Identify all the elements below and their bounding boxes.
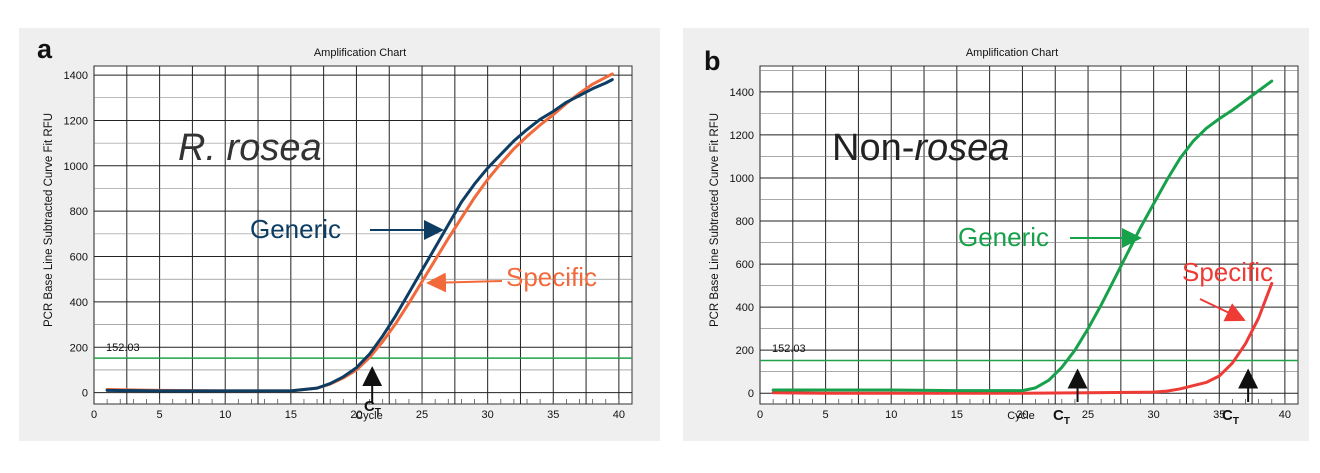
panel-b-specific-arrow <box>1199 298 1246 322</box>
y-tick-label: 1200 <box>730 130 754 142</box>
x-tick-label: 15 <box>951 409 963 421</box>
x-tick-label: 20 <box>1016 409 1028 421</box>
panel-b-ct-main-1: C <box>1053 407 1064 424</box>
y-tick-label: 1000 <box>730 173 754 185</box>
y-tick-label: 400 <box>736 302 754 314</box>
series-line-generic <box>771 79 1274 393</box>
x-tick-label: 0 <box>91 409 97 421</box>
panel-a-tick-labels: 0 5 10 15 20 25 30 35 40020040060080010001200140… <box>64 70 625 421</box>
x-tick-label: 25 <box>1082 409 1094 421</box>
panel-b-ct-label-1: CT <box>1053 407 1070 427</box>
panel-b-tick-labels: 0 5 10 15 20 25 30 35 40020040060080010001200140… <box>730 87 1291 421</box>
panel-b-ct-sub-2: T <box>1233 416 1239 427</box>
y-tick-label: 1200 <box>64 115 88 127</box>
panel-b: b Amplification Chart PCR Base Line Subt… <box>704 46 1299 427</box>
x-tick-label: 0 <box>757 409 763 421</box>
x-tick-label: 30 <box>1148 409 1160 421</box>
panel-a-grid <box>93 66 632 404</box>
panel-a-y-axis-label: PCR Base Line Subtracted Curve Fit RFU <box>43 113 55 327</box>
panel-b-series <box>771 79 1274 395</box>
panel-a-ct-label: CT <box>364 398 381 418</box>
y-tick-label: 0 <box>82 388 88 400</box>
panel-b-generic-label: Generic <box>958 222 1049 252</box>
x-tick-label: 30 <box>482 409 494 421</box>
panel-a-specific-label: Specific <box>506 262 597 292</box>
panel-b-plot-area <box>759 65 1299 405</box>
y-tick-label: 800 <box>736 216 754 228</box>
y-tick-label: 200 <box>736 345 754 357</box>
panel-a-x-axis-label: Cycle <box>355 410 383 422</box>
panel-b-species-italic: rosea <box>914 127 1009 169</box>
panel-a-title: Amplification Chart <box>314 47 406 59</box>
panel-b-x-axis-label: Cycle <box>1007 410 1035 422</box>
x-tick-label: 10 <box>219 409 231 421</box>
panel-b-grid <box>759 66 1298 404</box>
x-tick-label: 25 <box>416 409 428 421</box>
panel-a: a Amplification Chart PCR Base Line Subt… <box>37 34 633 422</box>
y-tick-label: 1400 <box>730 87 754 99</box>
panel-b-species-label: Non-rosea <box>832 127 1009 169</box>
x-tick-label: 15 <box>285 409 297 421</box>
panel-a-threshold-label: 152.03 <box>106 342 140 354</box>
x-tick-label: 35 <box>1213 409 1225 421</box>
x-tick-label: 10 <box>885 409 897 421</box>
panel-a-letter: a <box>37 34 53 64</box>
panel-b-species-prefix: Non- <box>832 127 914 169</box>
x-tick-label: 40 <box>1279 409 1291 421</box>
y-tick-label: 800 <box>70 206 88 218</box>
panel-a-specific-arrow <box>426 272 503 293</box>
x-tick-label: 5 <box>157 409 163 421</box>
panel-b-title: Amplification Chart <box>966 47 1058 59</box>
panel-b-ct-main-2: C <box>1222 407 1233 424</box>
panel-b-ct-label-2: CT <box>1222 407 1239 427</box>
panel-a-ct-sub: T <box>375 407 381 418</box>
y-tick-label: 600 <box>70 252 88 264</box>
panel-a-species-label: R. rosea <box>178 127 322 169</box>
panel-divider <box>664 28 678 441</box>
panel-b-letter: b <box>704 46 721 76</box>
y-tick-label: 600 <box>736 259 754 271</box>
y-tick-label: 400 <box>70 297 88 309</box>
x-tick-label: 20 <box>350 409 362 421</box>
y-tick-label: 200 <box>70 342 88 354</box>
panel-b-y-axis-label: PCR Base Line Subtracted Curve Fit RFU <box>709 113 721 327</box>
panel-b-specific-label: Specific <box>1182 257 1273 287</box>
panel-b-threshold-label: 152.03 <box>772 343 806 355</box>
series-line-specific <box>771 281 1274 395</box>
x-tick-label: 35 <box>547 409 559 421</box>
x-tick-label: 40 <box>613 409 625 421</box>
y-tick-label: 0 <box>748 388 754 400</box>
panel-a-generic-label: Generic <box>250 214 341 244</box>
x-tick-label: 5 <box>823 409 829 421</box>
y-tick-label: 1400 <box>64 70 88 82</box>
y-tick-label: 1000 <box>64 161 88 173</box>
panel-a-ct-main: C <box>364 398 375 415</box>
panel-b-ct-sub-1: T <box>1064 416 1070 427</box>
